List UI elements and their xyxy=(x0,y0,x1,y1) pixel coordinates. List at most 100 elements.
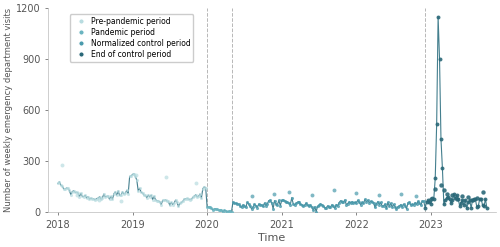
Point xyxy=(67,193,75,197)
Point xyxy=(209,208,217,212)
Point xyxy=(108,197,116,201)
Point xyxy=(448,198,456,202)
Point xyxy=(167,200,175,204)
Point xyxy=(340,200,347,204)
Point xyxy=(81,193,89,197)
Point xyxy=(252,204,260,207)
Point xyxy=(230,201,238,205)
Point xyxy=(146,195,154,199)
Point xyxy=(244,202,252,206)
Point xyxy=(440,188,448,192)
Point xyxy=(477,197,485,201)
Point xyxy=(224,209,232,213)
Point xyxy=(388,205,396,209)
Point xyxy=(400,202,407,206)
Point xyxy=(310,205,318,209)
Point xyxy=(212,207,220,211)
Point xyxy=(410,203,418,207)
Point xyxy=(437,137,445,141)
Point xyxy=(82,196,90,200)
Point xyxy=(397,192,405,196)
Point xyxy=(431,176,439,180)
Point xyxy=(312,210,320,214)
Point xyxy=(480,204,488,208)
Point xyxy=(76,195,84,199)
Point xyxy=(72,190,80,194)
Point xyxy=(412,202,420,206)
Point xyxy=(158,198,166,202)
Point xyxy=(102,195,110,199)
Point xyxy=(424,199,432,203)
Point xyxy=(370,201,378,205)
Point xyxy=(57,183,65,187)
Point xyxy=(318,203,326,207)
Point xyxy=(68,190,76,194)
Point xyxy=(467,206,475,210)
Point xyxy=(150,194,158,198)
Point xyxy=(132,173,140,177)
Point xyxy=(92,197,100,201)
Point xyxy=(194,194,202,198)
Point xyxy=(282,200,290,204)
Point xyxy=(147,193,155,197)
Point xyxy=(422,200,430,204)
Point xyxy=(154,199,162,203)
Point xyxy=(473,205,481,209)
Point xyxy=(174,205,182,208)
Point xyxy=(218,208,226,212)
Point xyxy=(199,187,207,191)
Point xyxy=(240,204,248,208)
Point xyxy=(137,190,145,194)
Point xyxy=(308,193,316,197)
Point xyxy=(266,198,274,202)
Point xyxy=(442,196,450,200)
Point xyxy=(482,197,490,201)
Point xyxy=(473,196,481,200)
Point xyxy=(483,206,491,210)
Point xyxy=(134,189,142,193)
Point xyxy=(476,197,484,201)
Point xyxy=(204,205,212,209)
Point xyxy=(260,201,268,205)
Point xyxy=(453,193,461,197)
Point xyxy=(72,193,80,197)
Point xyxy=(206,205,214,209)
Point xyxy=(232,201,240,205)
Point xyxy=(246,204,254,208)
Point xyxy=(138,191,146,195)
Point xyxy=(162,198,170,202)
Point xyxy=(402,207,410,211)
Point xyxy=(133,178,141,182)
Point xyxy=(216,208,224,212)
Point xyxy=(412,194,420,198)
Point xyxy=(354,198,362,202)
Point xyxy=(74,191,82,195)
Point xyxy=(71,190,79,194)
Point xyxy=(270,192,278,196)
Point xyxy=(97,197,105,201)
Point xyxy=(226,209,234,213)
Point xyxy=(464,200,472,204)
Point xyxy=(374,200,382,204)
Point xyxy=(87,196,95,200)
Point xyxy=(107,194,115,198)
Point xyxy=(342,203,350,206)
Point xyxy=(331,206,339,210)
Point xyxy=(236,204,244,208)
Point xyxy=(70,189,78,193)
Point xyxy=(285,201,293,205)
Point xyxy=(474,205,482,208)
Point xyxy=(366,199,374,203)
Point xyxy=(300,203,308,207)
Point xyxy=(305,204,313,208)
Point xyxy=(128,172,136,176)
Point xyxy=(156,200,164,204)
Point xyxy=(173,200,181,204)
Point xyxy=(239,203,247,207)
Legend: Pre-pandemic period, Pandemic period, Normalized control period, End of control : Pre-pandemic period, Pandemic period, No… xyxy=(70,14,194,62)
Point xyxy=(446,197,454,201)
Point xyxy=(198,196,205,200)
Point xyxy=(213,207,221,211)
Point xyxy=(457,201,465,205)
Point xyxy=(376,203,384,206)
